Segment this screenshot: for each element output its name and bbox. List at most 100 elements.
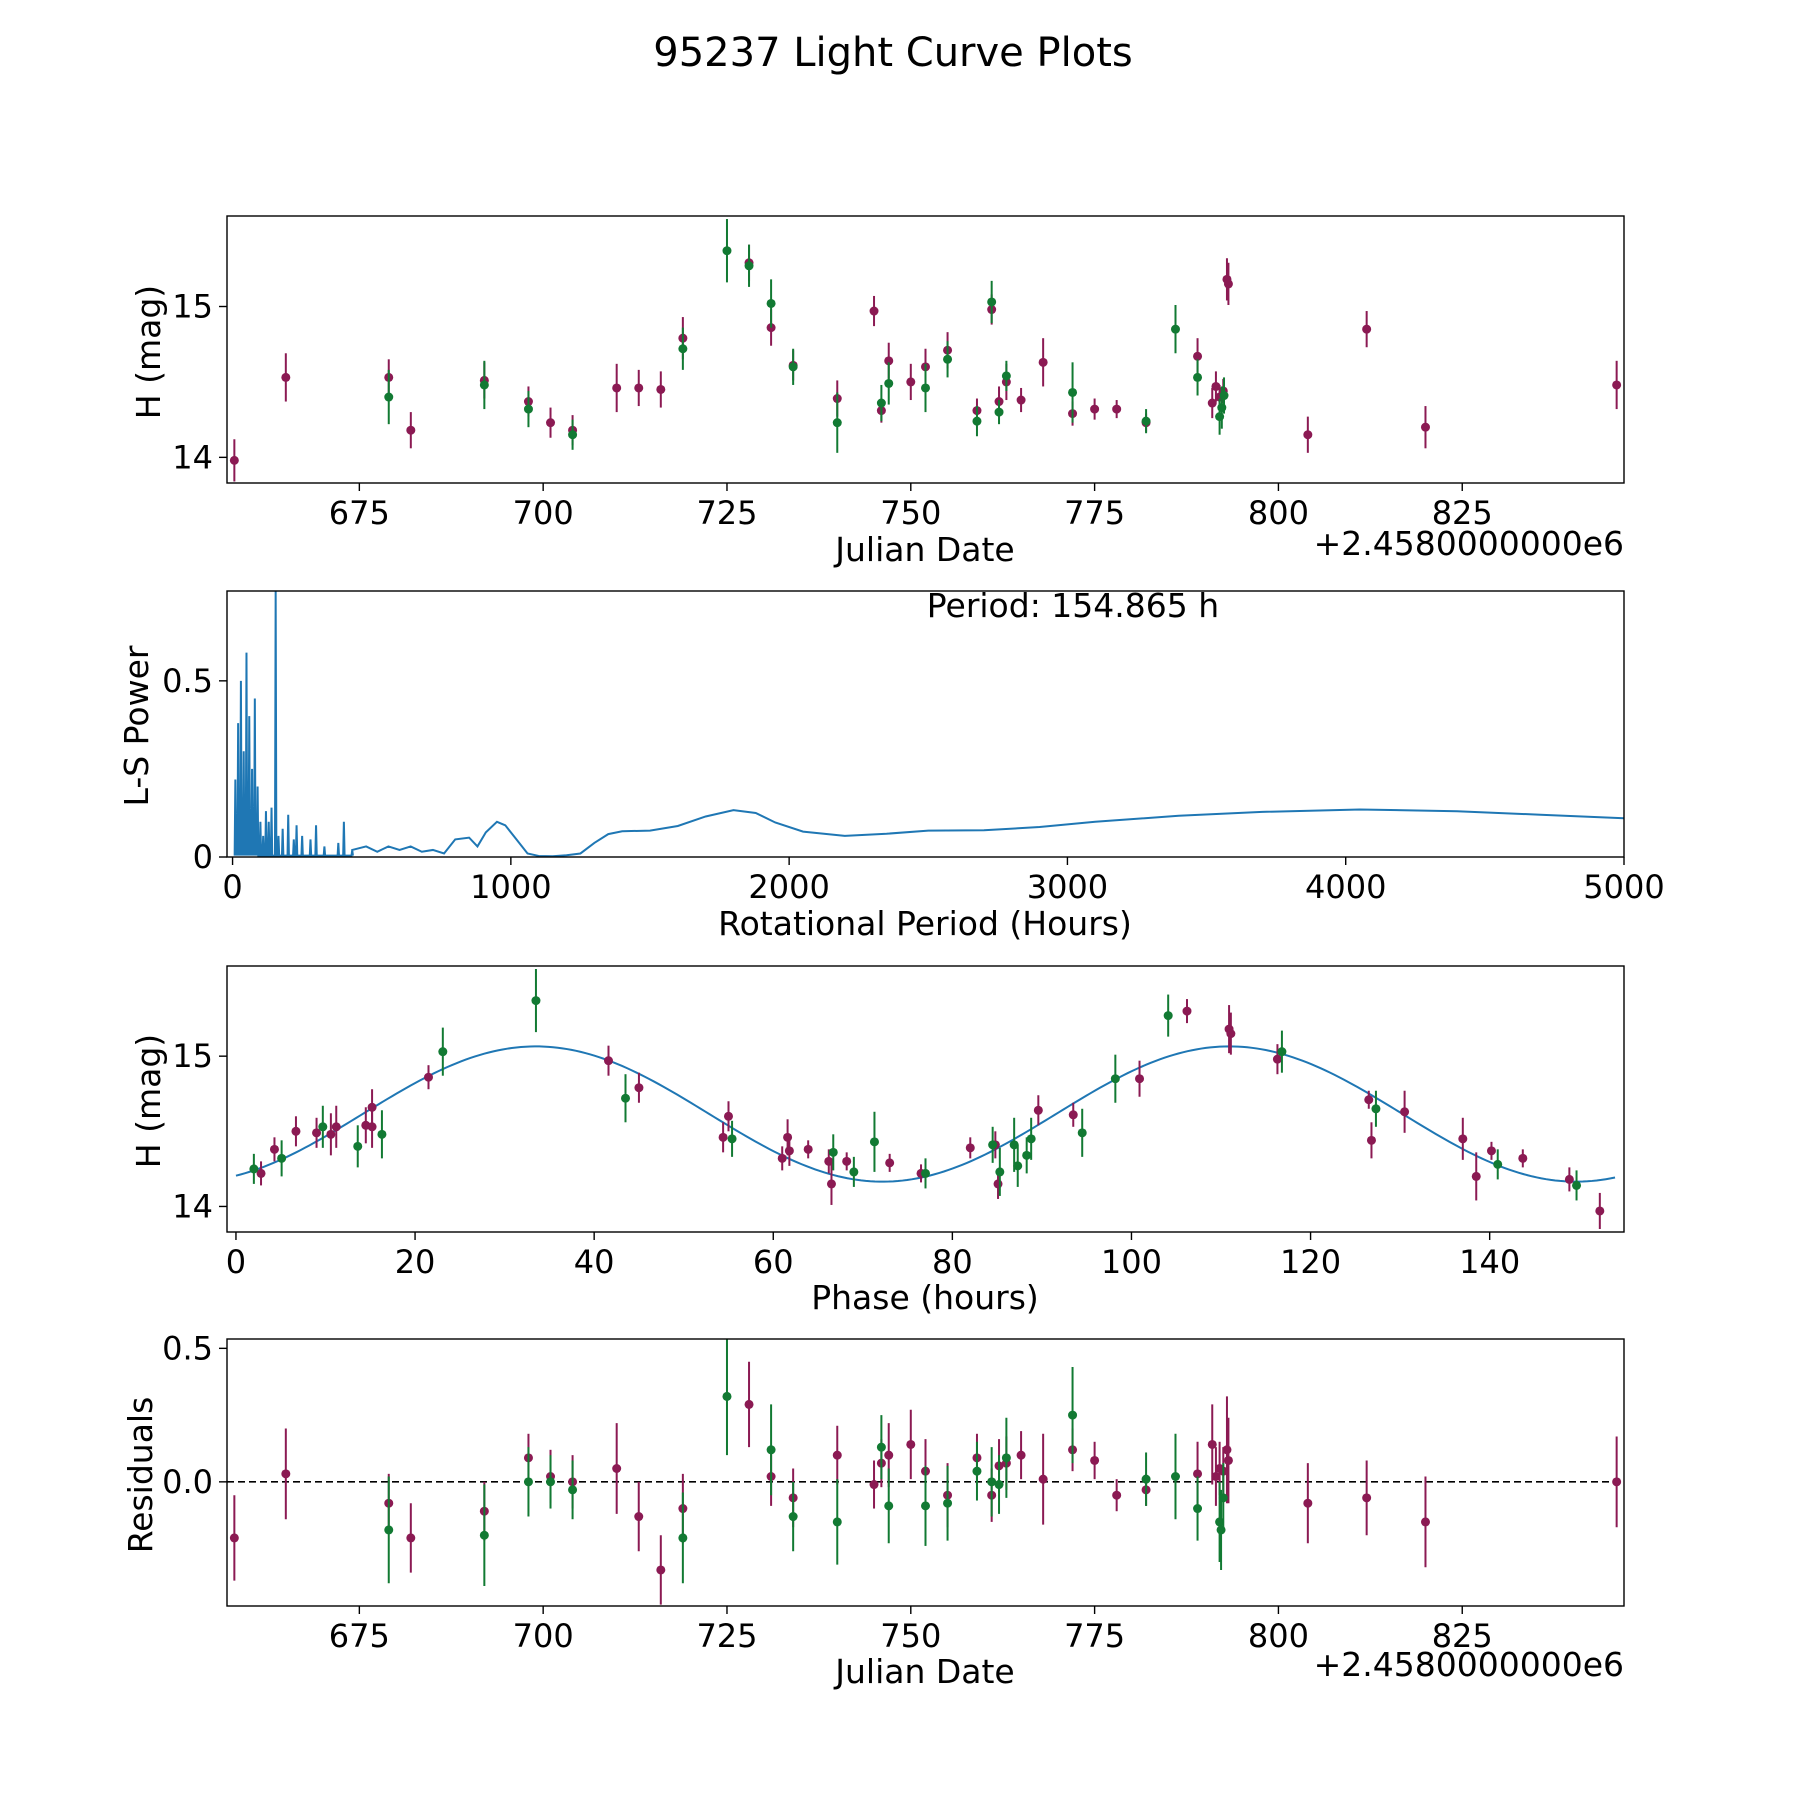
green-data-point	[876, 1442, 886, 1452]
periodogram-xlabel: Rotational Period (Hours)	[718, 904, 1132, 943]
green-data-point	[788, 1512, 798, 1522]
lightcurve-ylabel: H (mag)	[129, 285, 168, 419]
x-tick-label: 750	[880, 1617, 941, 1655]
magenta-data-point	[1090, 404, 1100, 414]
magenta-data-point	[1211, 381, 1221, 391]
green-data-point	[1077, 1128, 1087, 1138]
x-tick-label: 675	[329, 1617, 390, 1655]
x-tick-label: 750	[880, 494, 941, 532]
magenta-data-point	[1595, 1206, 1605, 1216]
magenta-data-point	[331, 1122, 341, 1132]
green-data-point	[722, 246, 732, 256]
green-data-point	[1141, 1474, 1151, 1484]
green-data-point	[249, 1164, 259, 1174]
green-data-point	[1170, 324, 1180, 334]
periodogram-ylabel: L-S Power	[117, 645, 156, 806]
green-data-point	[943, 354, 953, 364]
green-data-point	[568, 430, 578, 440]
green-data-point	[1068, 1410, 1078, 1420]
magenta-data-point	[1303, 430, 1313, 440]
magenta-data-point	[1400, 1107, 1410, 1117]
magenta-data-point	[1112, 404, 1122, 414]
x-tick-label: 775	[1064, 1617, 1125, 1655]
green-data-point	[678, 1533, 688, 1543]
magenta-data-point	[1193, 351, 1203, 361]
green-data-point	[1218, 1493, 1228, 1503]
x-tick-label: 5000	[1583, 868, 1664, 906]
magenta-data-point	[906, 1439, 916, 1449]
green-data-point	[876, 398, 886, 408]
magenta-data-point	[1612, 1477, 1622, 1487]
magenta-data-point	[1211, 1472, 1221, 1482]
x-tick-label: 700	[513, 494, 574, 532]
magenta-data-point	[1016, 395, 1026, 405]
green-data-point	[1110, 1074, 1120, 1084]
x-tick-label: 0	[226, 1243, 246, 1281]
magenta-data-point	[656, 1565, 666, 1575]
magenta-data-point	[884, 1450, 894, 1460]
x-tick-label: 825	[1432, 1617, 1493, 1655]
x-tick-label: 4000	[1305, 868, 1386, 906]
x-tick-label: 140	[1459, 1243, 1520, 1281]
phased-xlabel: Phase (hours)	[811, 1278, 1039, 1317]
magenta-data-point	[1193, 1469, 1203, 1479]
residuals-xlabel: Julian Date	[833, 1652, 1015, 1691]
magenta-data-point	[1112, 1490, 1122, 1500]
magenta-data-point	[229, 455, 239, 465]
magenta-data-point	[884, 356, 894, 366]
y-tick-label: 0.0	[162, 1463, 213, 1501]
figure-title: 95237 Light Curve Plots	[653, 30, 1132, 76]
green-data-point	[1163, 1011, 1173, 1021]
x-tick-label: 100	[1101, 1243, 1162, 1281]
magenta-data-point	[1068, 1110, 1078, 1120]
magenta-data-point	[367, 1102, 377, 1112]
magenta-data-point	[423, 1072, 433, 1082]
magenta-data-point	[291, 1126, 301, 1136]
green-data-point	[766, 298, 776, 308]
x-tick-label: 700	[513, 1617, 574, 1655]
magenta-data-point	[1486, 1146, 1496, 1156]
green-data-point	[1219, 391, 1229, 401]
green-data-point	[1572, 1180, 1582, 1190]
magenta-data-point	[1033, 1105, 1043, 1115]
magenta-data-point	[406, 1533, 416, 1543]
x-tick-label: 2000	[748, 868, 829, 906]
green-data-point	[987, 1477, 997, 1487]
phased-panel: Phase (hours) H (mag) 0 20 40 60 80 100 120 140…	[129, 965, 1625, 1317]
periodogram-axes-frame	[226, 590, 1625, 858]
y-tick-label: 15	[172, 288, 213, 326]
magenta-data-point	[1135, 1074, 1145, 1084]
green-data-point	[1068, 387, 1078, 397]
green-data-point	[972, 416, 982, 426]
magenta-data-point	[1362, 1493, 1372, 1503]
magenta-data-point	[826, 1179, 836, 1189]
green-data-point	[828, 1147, 838, 1157]
magenta-data-point	[1420, 1517, 1430, 1527]
residuals-axes-frame	[226, 1338, 1625, 1607]
x-tick-label: 40	[574, 1243, 615, 1281]
green-data-point	[479, 380, 489, 390]
x-tick-label: 825	[1432, 494, 1493, 532]
magenta-data-point	[634, 1512, 644, 1522]
magenta-data-point	[1518, 1153, 1528, 1163]
magenta-data-point	[1223, 1455, 1233, 1465]
magenta-data-point	[783, 1132, 793, 1142]
x-tick-label: 1000	[470, 868, 551, 906]
periodogram-plot-area	[233, 591, 1624, 857]
magenta-data-point	[1222, 1445, 1232, 1455]
green-data-point	[849, 1167, 859, 1177]
green-data-point	[832, 418, 842, 428]
magenta-data-point	[1182, 1006, 1192, 1016]
magenta-data-point	[634, 1083, 644, 1093]
magenta-data-point	[993, 1179, 1003, 1189]
green-data-point	[832, 1517, 842, 1527]
green-data-point	[921, 383, 930, 393]
green-data-point	[987, 297, 997, 307]
green-data-point	[277, 1153, 287, 1163]
lightcurve-axes-frame	[226, 215, 1625, 484]
phased-ylabel: H (mag)	[129, 1034, 168, 1168]
period-annotation: Period: 154.865 h	[927, 586, 1219, 625]
green-data-point	[1001, 1453, 1011, 1463]
x-tick-label: 120	[1280, 1243, 1341, 1281]
